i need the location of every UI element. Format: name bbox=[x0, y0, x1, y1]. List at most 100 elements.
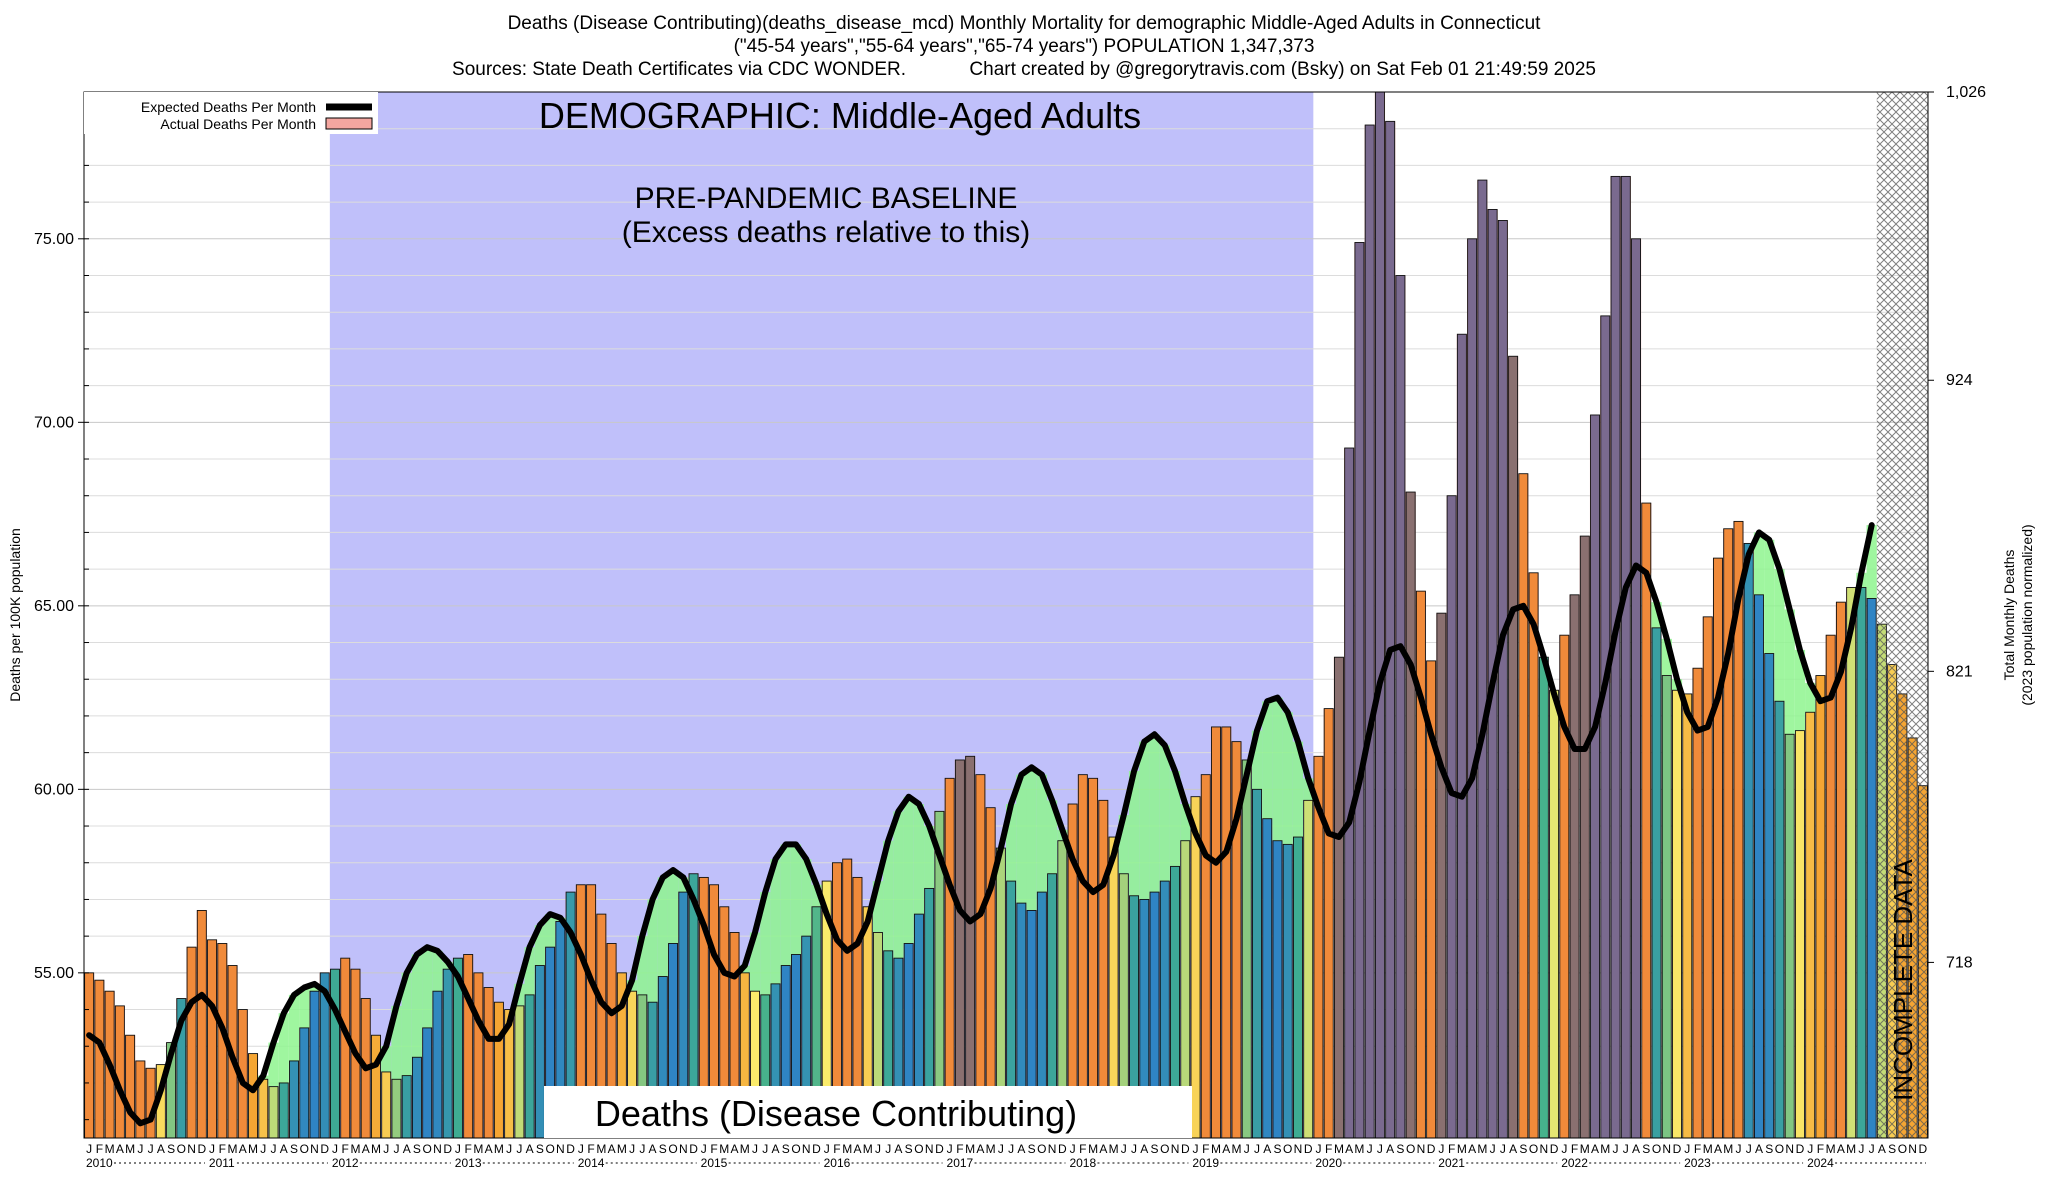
excess-fill bbox=[893, 811, 904, 959]
bar-actual bbox=[1036, 891, 1047, 1138]
excess-fill bbox=[811, 884, 822, 907]
x-month-label: J bbox=[1746, 1142, 1752, 1156]
x-month-label: M bbox=[740, 1142, 750, 1156]
x-month-label: J bbox=[209, 1142, 215, 1156]
x-month-label: A bbox=[1755, 1142, 1763, 1156]
x-month-label: A bbox=[771, 1142, 779, 1156]
x-month-label: F bbox=[833, 1142, 840, 1156]
bar-actual bbox=[1713, 557, 1723, 1138]
bar-actual bbox=[1118, 873, 1129, 1138]
bar-actual bbox=[903, 943, 914, 1138]
x-month-label: M bbox=[1846, 1142, 1856, 1156]
excess-fill bbox=[268, 1042, 279, 1087]
x-month-label: J bbox=[1367, 1142, 1373, 1156]
x-month-label: M bbox=[125, 1142, 135, 1156]
baseline-band bbox=[329, 92, 1314, 1138]
x-year-label: 2020 bbox=[1315, 1156, 1342, 1170]
x-month-label: O bbox=[177, 1142, 186, 1156]
x-month-label: A bbox=[116, 1142, 124, 1156]
x-month-label: D bbox=[812, 1142, 821, 1156]
x-month-label: O bbox=[1652, 1142, 1661, 1156]
bar-actual bbox=[186, 946, 197, 1138]
bar-actual bbox=[268, 1086, 279, 1138]
x-month-label: J bbox=[455, 1142, 461, 1156]
x-month-label: N bbox=[1171, 1142, 1180, 1156]
bar-actual bbox=[1149, 891, 1160, 1138]
bar-actual bbox=[739, 972, 750, 1138]
x-month-label: N bbox=[1048, 1142, 1057, 1156]
x-month-label: F bbox=[1694, 1142, 1701, 1156]
x-month-label: N bbox=[433, 1142, 442, 1156]
bar-actual bbox=[1970, 918, 1979, 1138]
x-month-label: M bbox=[986, 1142, 996, 1156]
x-month-label: M bbox=[1580, 1142, 1590, 1156]
x-year-label: 2015 bbox=[701, 1156, 728, 1170]
x-month-label: J bbox=[1869, 1142, 1875, 1156]
x-year-label: 2022 bbox=[1561, 1156, 1588, 1170]
excess-fill bbox=[770, 859, 781, 984]
x-month-label: O bbox=[423, 1142, 432, 1156]
bar-actual bbox=[1702, 616, 1713, 1138]
bar-actual bbox=[1651, 627, 1662, 1138]
excess-fill bbox=[432, 950, 443, 992]
x-month-label: M bbox=[965, 1142, 975, 1156]
x-month-label: F bbox=[342, 1142, 349, 1156]
y2-tick-label: 718 bbox=[1946, 954, 1973, 971]
bar-actual bbox=[596, 913, 607, 1138]
excess-fill bbox=[422, 947, 433, 1028]
x-month-label: S bbox=[167, 1142, 175, 1156]
x-month-label: N bbox=[1662, 1142, 1671, 1156]
x-month-label: J bbox=[1131, 1142, 1137, 1156]
x-month-label: M bbox=[719, 1142, 729, 1156]
x-month-label: M bbox=[1457, 1142, 1467, 1156]
bar-actual bbox=[606, 943, 617, 1138]
x-month-label: J bbox=[1193, 1142, 1199, 1156]
x-month-label: F bbox=[1079, 1142, 1086, 1156]
bar-actual bbox=[391, 1078, 402, 1138]
excess-fill bbox=[1282, 712, 1293, 845]
bar-actual bbox=[125, 1034, 136, 1138]
x-month-label: S bbox=[659, 1142, 667, 1156]
x-month-label: J bbox=[271, 1142, 277, 1156]
bar-actual bbox=[442, 968, 453, 1138]
excess-fill bbox=[1036, 774, 1047, 893]
x-month-label: S bbox=[782, 1142, 790, 1156]
x-month-label: J bbox=[137, 1142, 143, 1156]
bar-actual bbox=[627, 990, 638, 1138]
x-month-label: M bbox=[1088, 1142, 1098, 1156]
x-month-label: A bbox=[280, 1142, 288, 1156]
bar-actual bbox=[422, 1027, 433, 1138]
x-month-label: D bbox=[935, 1142, 944, 1156]
excess-fill bbox=[1118, 815, 1129, 874]
bar-actual bbox=[545, 946, 556, 1138]
excess-fill bbox=[760, 892, 771, 995]
bar-actual bbox=[1252, 788, 1262, 1138]
x-month-label: O bbox=[791, 1142, 800, 1156]
bar-actual bbox=[668, 943, 679, 1138]
excess-fill bbox=[883, 840, 894, 951]
x-year-label: 2012 bbox=[332, 1156, 359, 1170]
x-year-label: 2021 bbox=[1438, 1156, 1465, 1170]
x-month-label: D bbox=[689, 1142, 698, 1156]
bar-actual bbox=[1088, 777, 1099, 1138]
x-month-label: S bbox=[1151, 1142, 1159, 1156]
bar-actual bbox=[248, 1053, 259, 1138]
excess-fill bbox=[411, 954, 423, 1058]
excess-fill bbox=[1661, 638, 1672, 676]
excess-fill bbox=[872, 881, 884, 933]
x-month-label: A bbox=[731, 1142, 739, 1156]
x-month-label: F bbox=[1325, 1142, 1332, 1156]
x-month-label: A bbox=[1878, 1142, 1886, 1156]
bar-actual bbox=[1190, 796, 1201, 1138]
x-month-label: J bbox=[260, 1142, 266, 1156]
x-month-label: O bbox=[1898, 1142, 1907, 1156]
bar-actual bbox=[965, 755, 976, 1138]
bar-actual bbox=[750, 990, 760, 1138]
bar-actual bbox=[1569, 594, 1580, 1138]
x-month-label: S bbox=[536, 1142, 544, 1156]
bar-actual bbox=[196, 909, 207, 1138]
bar-actual bbox=[780, 965, 791, 1138]
bar-actual bbox=[1159, 880, 1170, 1138]
x-month-label: S bbox=[1642, 1142, 1650, 1156]
